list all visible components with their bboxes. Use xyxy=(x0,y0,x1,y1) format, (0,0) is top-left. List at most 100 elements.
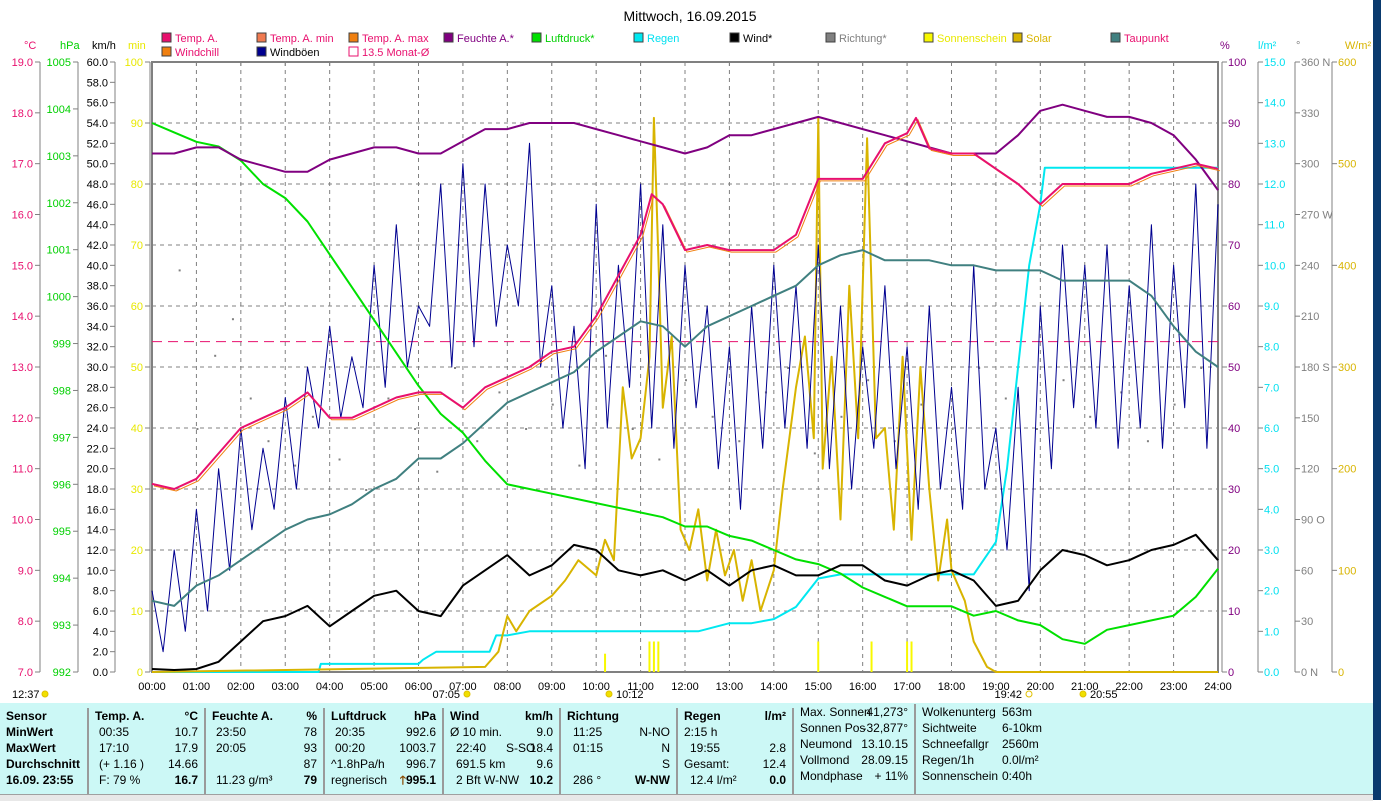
axis-tick-label-right: 1.0 xyxy=(1264,626,1279,638)
direction-point xyxy=(267,440,270,443)
series-temp-a xyxy=(151,116,1219,490)
panel-astro: Max. Sonnen 41,273° Sonnen Pos -32,877° Ne… xyxy=(794,704,916,796)
wind-run: 691.5 km xyxy=(456,757,506,771)
axis-tick-label-left: 996 xyxy=(53,479,71,491)
temp-current-feel: F: 79 % xyxy=(99,773,141,787)
marker-label: 10:12 xyxy=(616,689,644,701)
axis-tick-label-right: 60 xyxy=(1301,565,1313,577)
humidity-max-time: 20:05 xyxy=(216,741,247,755)
sensor-row-max: MaxWert xyxy=(6,741,56,755)
misc-sunshine-label: Sonnenschein xyxy=(922,769,999,783)
axis-tick-label-left: 80 xyxy=(131,179,143,191)
status-bar xyxy=(0,794,1373,801)
astro-sun-pos-label: Sonnen Pos xyxy=(800,721,866,735)
direction-point xyxy=(365,489,368,491)
rain-unit: l/m² xyxy=(764,709,786,723)
legend-swatch xyxy=(348,46,359,57)
axis-tick-label-right: 6.0 xyxy=(1264,423,1279,435)
direction-header: Richtung xyxy=(567,709,619,723)
axis-tick-label-right: 100 xyxy=(1228,57,1246,69)
misc-snowline-value: 2560m xyxy=(1002,737,1039,751)
axis-tick-label-left: 22.0 xyxy=(87,443,108,455)
chart-title: Mittwoch, 16.09.2015 xyxy=(623,8,756,24)
humidity-avg-value: 87 xyxy=(303,757,317,771)
direction-current-value: W-NW xyxy=(634,773,670,787)
misc-visibility-label: Sichtweite xyxy=(922,721,977,735)
legend-swatch xyxy=(729,32,740,43)
pressure-forecast: regnerisch xyxy=(331,773,388,787)
axis-tick-label-left: 14.0 xyxy=(87,525,108,537)
direction-point xyxy=(525,428,528,430)
axis-tick-label-left: 9.0 xyxy=(18,565,33,577)
x-tick-label: 01:00 xyxy=(183,681,211,693)
axis-tick-label-right: 150 xyxy=(1301,413,1319,425)
x-tick-label: 13:00 xyxy=(716,681,744,693)
axis-tick-label-right: 10.0 xyxy=(1264,260,1285,272)
axis-tick-label-right: 0 xyxy=(1228,667,1234,679)
humidity-abs: 11.23 g/m³ xyxy=(216,773,273,787)
pressure-min-time: 20:35 xyxy=(335,725,366,739)
astro-new-moon-value: 13.10.15 xyxy=(861,737,908,751)
marker-label: 20:55 xyxy=(1090,689,1118,701)
direction-point xyxy=(867,379,870,382)
legend-label: Solar xyxy=(1026,33,1052,45)
axis-tick-label-left: 12.0 xyxy=(12,413,33,425)
arrow-up-icon: 🡑 xyxy=(399,773,406,787)
direction-point xyxy=(1120,391,1123,394)
axis-tick-label-left: 42.0 xyxy=(87,240,108,252)
axis-tick-label-left: 28.0 xyxy=(87,382,108,394)
direction-point xyxy=(498,391,501,394)
axis-tick-label-right: 14.0 xyxy=(1264,98,1285,110)
axis-tick-label-right: 40 xyxy=(1228,423,1240,435)
axis-tick-label-right: 330 xyxy=(1301,108,1319,120)
axis-tick-label-left: 997 xyxy=(53,432,71,444)
rain-duration: 2:15 h xyxy=(684,725,718,739)
misc-rain-1h-value: 0.0l/m² xyxy=(1002,753,1039,767)
direction-point xyxy=(1089,415,1092,418)
axis-tick-label-left: 58.0 xyxy=(87,77,108,89)
arrow-up-icon xyxy=(605,690,613,698)
axis-tick-label-right: 10 xyxy=(1228,606,1240,618)
axis-tick-label-left: 4.0 xyxy=(93,626,108,638)
x-tick-label: 05:00 xyxy=(360,681,388,693)
axis-tick-label-left: 8.0 xyxy=(18,616,33,628)
x-tick-label: 04:00 xyxy=(316,681,344,693)
legend-label: 13.5 Monat-Ø xyxy=(362,47,430,59)
panel-wind: Wind km/h Ø 10 min. 9.0 22:40 S-SO 18.4 691.… xyxy=(444,708,561,794)
axis-tick-label-left: 17.0 xyxy=(12,159,33,171)
axis-tick-label-left: 50 xyxy=(131,362,143,374)
direction-point xyxy=(813,452,816,455)
axis-tick-label-left: 18.0 xyxy=(12,108,33,120)
sunshine-bar xyxy=(817,641,820,672)
temp-max-value: 17.9 xyxy=(174,741,198,755)
legend-label: Taupunkt xyxy=(1124,33,1169,45)
axis-tick-label-left: 40 xyxy=(131,423,143,435)
direction-point xyxy=(436,470,439,473)
legend-swatch xyxy=(825,32,836,43)
axis-tick-label-left: 50.0 xyxy=(87,159,108,171)
misc-sunshine-value: 0:40h xyxy=(1002,769,1033,783)
direction-max-time: 01:15 xyxy=(573,741,604,755)
legend-label: Wind* xyxy=(743,33,773,45)
weather-chart: 00:00 01:00 02:00 03:00 04:00 05:00 06:00 07:00… xyxy=(12,8,1372,701)
direction-point xyxy=(294,464,297,467)
misc-rain-1h-label: Regen/1h xyxy=(922,753,975,767)
axis-tick-label-right: 80 xyxy=(1228,179,1240,191)
x-tick-label: 24:00 xyxy=(1204,681,1232,693)
direction-point xyxy=(414,428,417,430)
axis-unit-right: W/m² xyxy=(1345,40,1372,52)
axis-tick-label-right: 2.0 xyxy=(1264,586,1279,598)
axis-tick-label-left: 48.0 xyxy=(87,179,108,191)
axis-tick-label-right: 60 xyxy=(1228,301,1240,313)
x-tick-label: 08:00 xyxy=(494,681,522,693)
rain-day-total: 12.4 l/m² xyxy=(690,773,737,787)
rain-max-value: 2.8 xyxy=(769,741,786,755)
rain-total-label: Gesamt: xyxy=(684,757,730,771)
panel-pressure: Luftdruck hPa 20:35 992.6 00:20 1003.7 ^1.8… xyxy=(325,708,444,794)
axis-tick-label-left: 0 xyxy=(137,667,143,679)
direction-point xyxy=(658,458,661,461)
axis-tick-label-right: 500 xyxy=(1338,159,1356,171)
legend-swatch xyxy=(256,46,267,57)
axis-tick-label-left: 24.0 xyxy=(87,423,108,435)
direction-point xyxy=(840,415,843,418)
